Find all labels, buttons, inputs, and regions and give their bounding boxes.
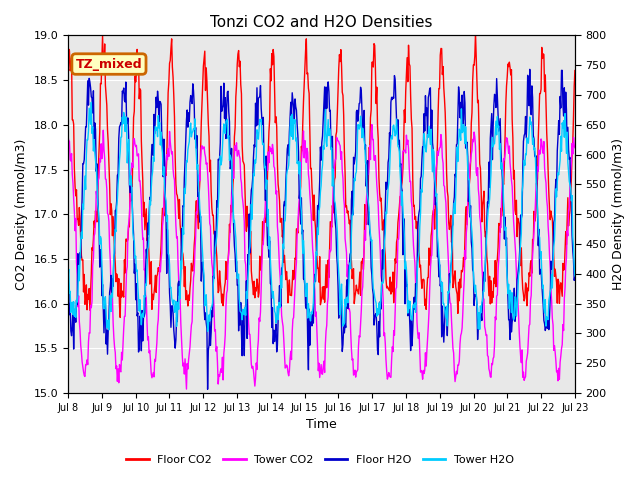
Tower H2O [399, 206, 407, 212]
Floor CO2 [398, 179, 406, 184]
X-axis label: Time: Time [306, 419, 337, 432]
Tower CO2 [204, 182, 212, 188]
Tower H2O [126, 182, 134, 188]
Y-axis label: H2O Density (mmol/m3): H2O Density (mmol/m3) [612, 138, 625, 290]
Y-axis label: CO2 Density (mmol/m3): CO2 Density (mmol/m3) [15, 139, 28, 290]
Floor H2O [398, 188, 406, 194]
Floor CO2 [383, 284, 391, 289]
Tower CO2 [384, 373, 392, 379]
Tower CO2 [64, 133, 72, 139]
Line: Floor CO2: Floor CO2 [68, 33, 575, 317]
Tower CO2 [399, 148, 407, 154]
Floor CO2 [204, 120, 212, 126]
Tower H2O [74, 299, 81, 305]
Tower H2O [205, 312, 213, 318]
Floor H2O [383, 183, 391, 189]
Floor H2O [571, 273, 579, 279]
Floor H2O [64, 306, 72, 312]
Floor CO2 [64, 81, 72, 87]
Floor H2O [177, 265, 185, 271]
Floor H2O [74, 302, 81, 308]
Tower H2O [88, 99, 95, 105]
Title: Tonzi CO2 and H2O Densities: Tonzi CO2 and H2O Densities [210, 15, 433, 30]
Floor CO2 [116, 314, 124, 320]
Legend: Floor CO2, Tower CO2, Floor H2O, Tower H2O: Floor CO2, Tower CO2, Floor H2O, Tower H… [122, 451, 518, 469]
Floor CO2 [126, 185, 134, 191]
Floor H2O [125, 181, 133, 187]
Floor CO2 [178, 242, 186, 248]
Tower CO2 [125, 214, 133, 219]
Text: TZ_mixed: TZ_mixed [76, 58, 142, 71]
Line: Tower H2O: Tower H2O [68, 102, 575, 331]
Line: Tower CO2: Tower CO2 [68, 124, 575, 389]
Tower CO2 [74, 272, 81, 277]
Floor H2O [204, 386, 211, 392]
Tower H2O [178, 266, 186, 272]
Floor H2O [526, 66, 534, 72]
Tower H2O [204, 328, 211, 334]
Tower H2O [64, 275, 72, 281]
Line: Floor H2O: Floor H2O [68, 69, 575, 389]
Floor CO2 [74, 216, 81, 222]
Tower CO2 [177, 321, 185, 326]
Tower CO2 [571, 145, 579, 151]
Floor CO2 [472, 30, 479, 36]
Tower CO2 [182, 386, 190, 392]
Tower H2O [384, 185, 392, 191]
Floor CO2 [571, 68, 579, 73]
Tower H2O [571, 273, 579, 279]
Floor H2O [204, 348, 212, 353]
Tower CO2 [368, 121, 376, 127]
